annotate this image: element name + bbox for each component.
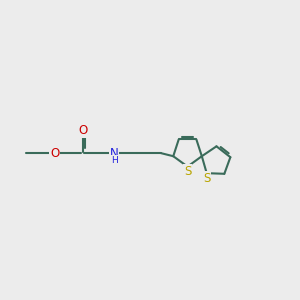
Text: N: N xyxy=(110,147,118,160)
Text: H: H xyxy=(111,155,117,164)
Text: O: O xyxy=(78,124,87,137)
Text: S: S xyxy=(184,165,191,178)
Text: S: S xyxy=(203,172,210,185)
Text: O: O xyxy=(50,147,59,160)
